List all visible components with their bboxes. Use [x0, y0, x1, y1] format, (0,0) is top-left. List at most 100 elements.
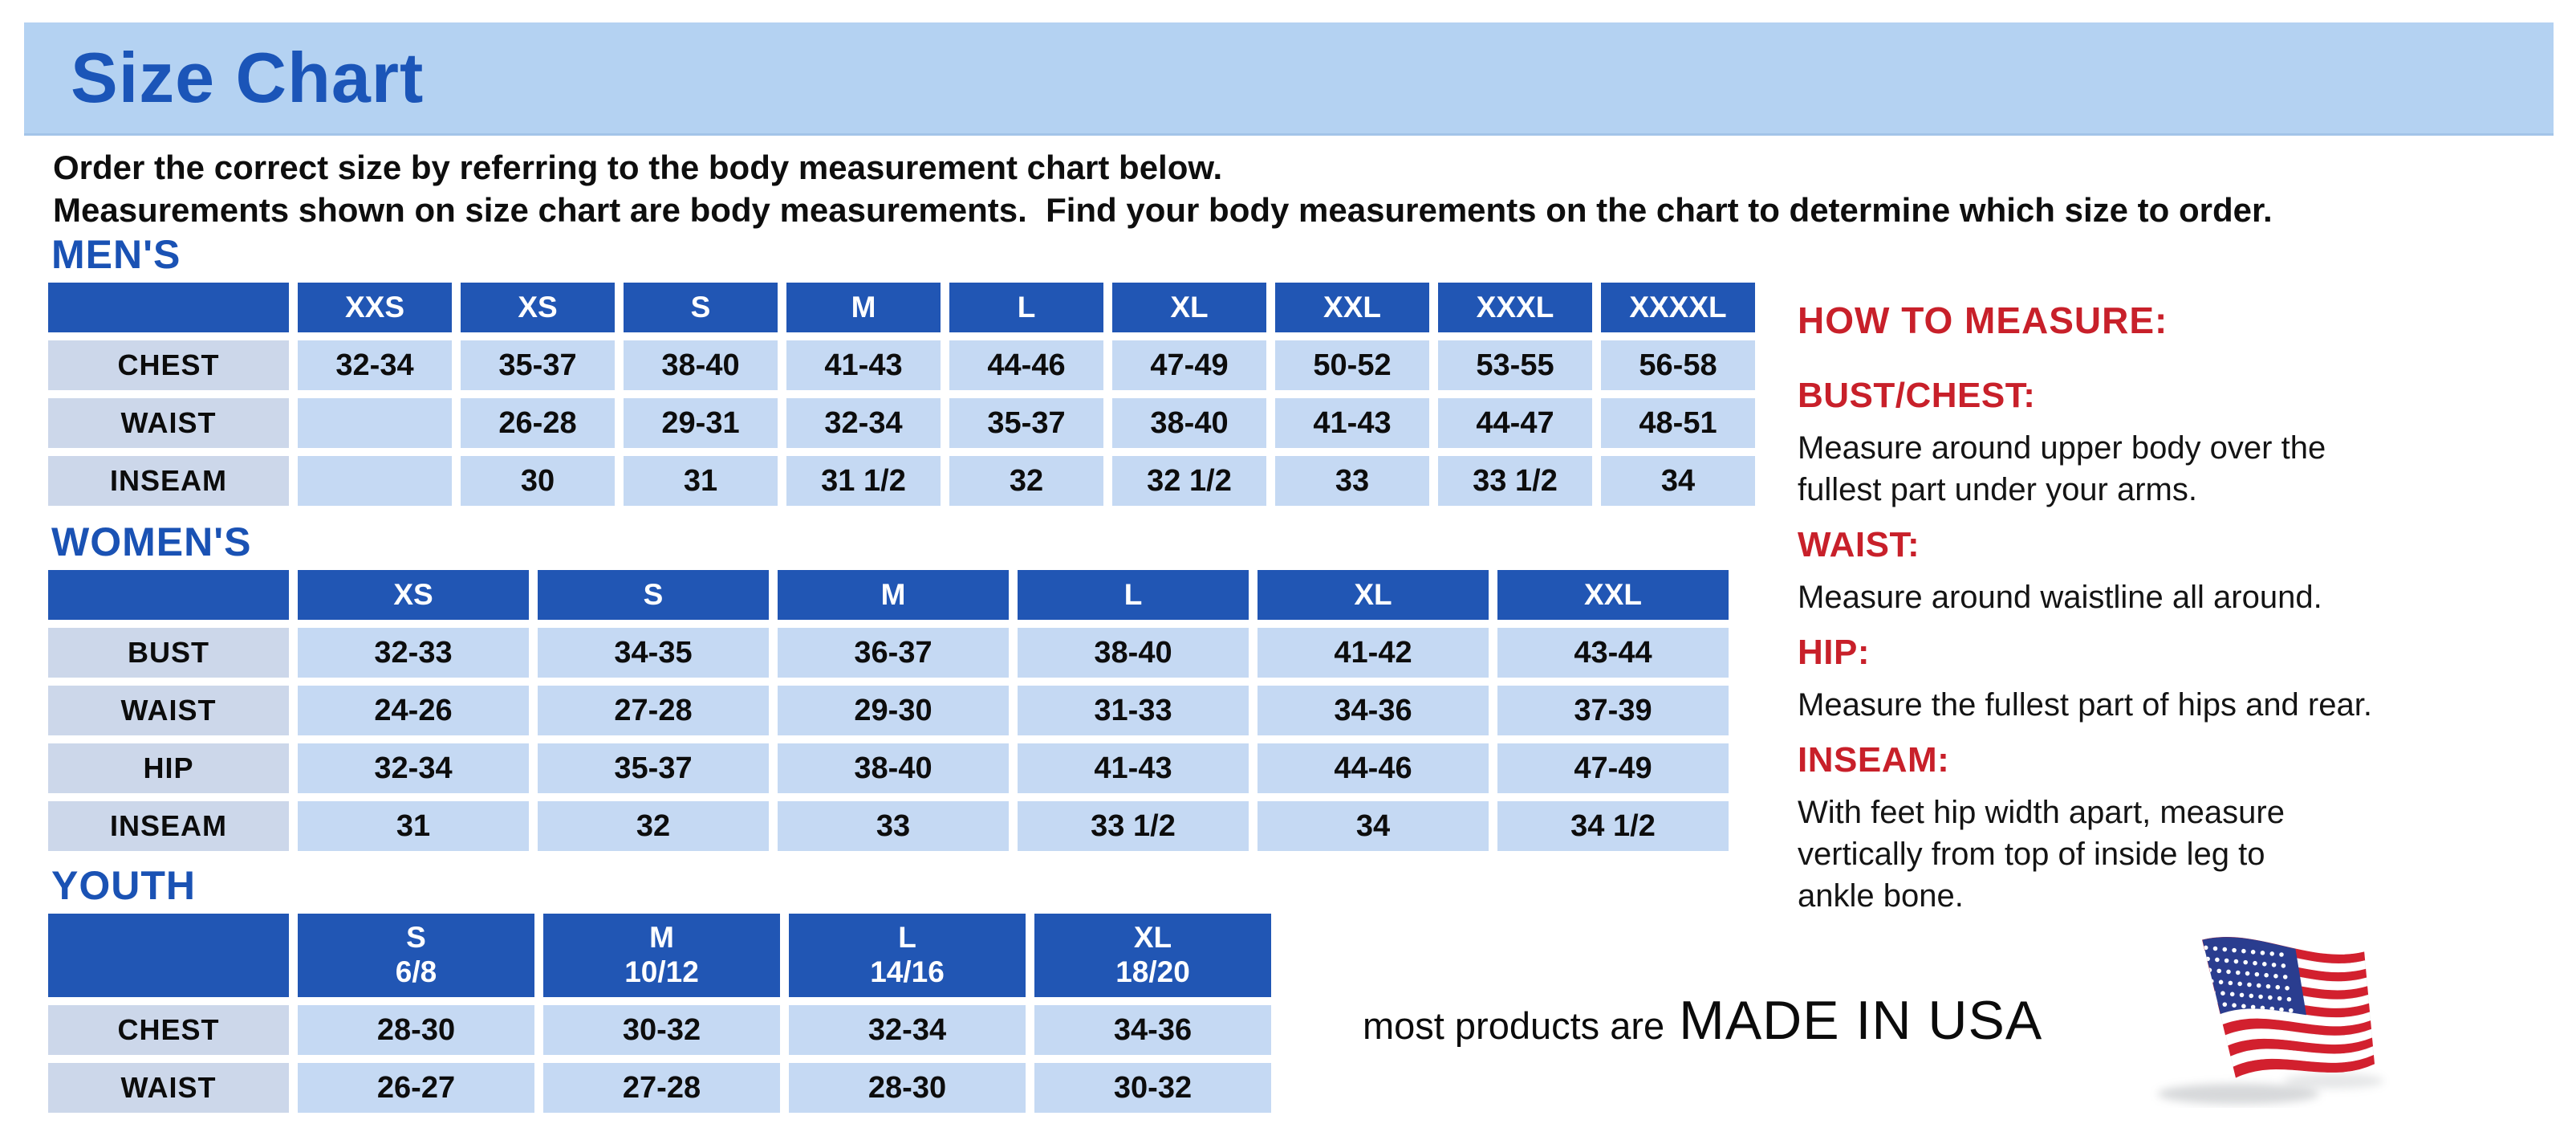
size-value-cell: 30-32 [1034, 1063, 1271, 1113]
size-column-header: L 14/16 [789, 914, 1026, 997]
youth-size-table: S 6/8 M 10/12 L 14/16 XL 18/20 CHEST 28-30 30-… [39, 906, 1280, 1121]
size-column-header: S [538, 570, 769, 620]
size-value-cell: 38-40 [1112, 398, 1266, 448]
size-value-cell: 27-28 [543, 1063, 780, 1113]
size-value-cell: 34 1/2 [1497, 801, 1729, 851]
size-value-cell: 38-40 [778, 743, 1009, 793]
made-in-usa-prefix: most products are [1363, 1004, 1665, 1047]
table-corner-cell [48, 283, 289, 332]
size-value-cell: 38-40 [1018, 628, 1249, 678]
measure-label-waist: WAIST: [1798, 525, 1920, 564]
size-value-cell: 35-37 [461, 340, 615, 390]
size-value-cell: 32 [949, 456, 1103, 506]
measurement-row-label: INSEAM [48, 456, 289, 506]
size-value-cell: 33 [778, 801, 1009, 851]
size-value-cell: 30 [461, 456, 615, 506]
size-value-cell [298, 456, 452, 506]
measure-label-hip: HIP: [1798, 633, 1870, 672]
measurement-row-label: BUST [48, 628, 289, 678]
size-value-cell: 24-26 [298, 686, 529, 735]
size-value-cell: 44-46 [949, 340, 1103, 390]
size-value-cell: 47-49 [1112, 340, 1266, 390]
table-corner-cell [48, 914, 289, 997]
measurement-row-label: WAIST [48, 398, 289, 448]
measure-text-hip: Measure the fullest part of hips and rea… [1798, 687, 2372, 723]
size-value-cell: 27-28 [538, 686, 769, 735]
page-title: Size Chart [71, 38, 425, 117]
title-banner: Size Chart [24, 22, 2554, 136]
how-to-measure-panel: HOW TO MEASURE: BUST/CHEST: Measure arou… [1798, 299, 2565, 931]
intro-line-2: Measurements shown on size chart are bod… [53, 191, 2273, 229]
size-value-cell: 32-34 [786, 398, 941, 448]
size-column-header: M [778, 570, 1009, 620]
size-value-cell: 43-44 [1497, 628, 1729, 678]
size-value-cell: 44-47 [1438, 398, 1592, 448]
size-value-cell: 35-37 [949, 398, 1103, 448]
size-value-cell: 50-52 [1275, 340, 1429, 390]
size-column-header: M 10/12 [543, 914, 780, 997]
how-to-measure-heading: HOW TO MEASURE: [1798, 299, 2168, 341]
size-column-header: XXXXL [1601, 283, 1755, 332]
size-value-cell: 32-34 [298, 340, 452, 390]
size-value-cell: 35-37 [538, 743, 769, 793]
womens-size-table: XS S M L XL XXL BUST 32-33 34-35 36-37 38-40 41-42 4… [39, 562, 1737, 859]
measure-label-bust-chest: BUST/CHEST: [1798, 376, 2036, 415]
size-value-cell: 28-30 [789, 1063, 1026, 1113]
made-in-usa-line: most products are MADE IN USA [1363, 989, 2042, 1052]
size-value-cell: 31 [298, 801, 529, 851]
size-value-cell: 36-37 [778, 628, 1009, 678]
size-column-header: XXXL [1438, 283, 1592, 332]
size-value-cell: 34 [1258, 801, 1489, 851]
size-value-cell: 32 [538, 801, 769, 851]
size-value-cell: 28-30 [298, 1005, 534, 1055]
size-tables-column: MEN'S XXS XS S M L XL XXL XXXL XXXXL CHEST 32-34 35… [48, 231, 1798, 1126]
youth-section-heading: YOUTH [51, 863, 196, 908]
intro-text: Order the correct size by referring to t… [53, 146, 2273, 231]
size-value-cell: 31 1/2 [786, 456, 941, 506]
size-value-cell: 26-27 [298, 1063, 534, 1113]
size-value-cell: 26-28 [461, 398, 615, 448]
made-in-usa-text: MADE IN USA [1679, 990, 2043, 1051]
mens-size-table: XXS XS S M L XL XXL XXXL XXXXL CHEST 32-34 35-37 38-… [39, 275, 1764, 514]
size-column-header: XS [461, 283, 615, 332]
size-value-cell: 38-40 [624, 340, 778, 390]
size-value-cell: 56-58 [1601, 340, 1755, 390]
size-value-cell: 31-33 [1018, 686, 1249, 735]
size-value-cell: 29-30 [778, 686, 1009, 735]
size-value-cell: 48-51 [1601, 398, 1755, 448]
size-column-header: S [624, 283, 778, 332]
measure-text-bust-chest: Measure around upper body over the fulle… [1798, 430, 2326, 507]
size-column-header: XS [298, 570, 529, 620]
size-value-cell: 44-46 [1258, 743, 1489, 793]
measurement-row-label: WAIST [48, 686, 289, 735]
us-flag-icon [2149, 922, 2390, 1108]
size-column-header: XL [1258, 570, 1489, 620]
womens-section-heading: WOMEN'S [51, 519, 252, 564]
size-value-cell: 33 1/2 [1438, 456, 1592, 506]
measurement-row-label: CHEST [48, 1005, 289, 1055]
size-value-cell: 29-31 [624, 398, 778, 448]
measure-text-inseam: With feet hip width apart, measure verti… [1798, 795, 2285, 914]
size-column-header: M [786, 283, 941, 332]
measure-label-inseam: INSEAM: [1798, 740, 1950, 780]
size-column-header: XL [1112, 283, 1266, 332]
size-value-cell: 37-39 [1497, 686, 1729, 735]
size-value-cell: 33 1/2 [1018, 801, 1249, 851]
measurement-row-label: CHEST [48, 340, 289, 390]
size-value-cell: 32 1/2 [1112, 456, 1266, 506]
size-value-cell: 31 [624, 456, 778, 506]
size-value-cell: 34-36 [1258, 686, 1489, 735]
size-column-header: XXL [1275, 283, 1429, 332]
size-value-cell: 41-42 [1258, 628, 1489, 678]
size-value-cell: 34 [1601, 456, 1755, 506]
size-column-header: XXS [298, 283, 452, 332]
size-value-cell: 32-34 [789, 1005, 1026, 1055]
size-column-header: S 6/8 [298, 914, 534, 997]
size-column-header: L [1018, 570, 1249, 620]
mens-section-heading: MEN'S [51, 232, 181, 277]
size-column-header: L [949, 283, 1103, 332]
measurement-row-label: WAIST [48, 1063, 289, 1113]
size-value-cell: 34-35 [538, 628, 769, 678]
intro-line-1: Order the correct size by referring to t… [53, 149, 1223, 186]
table-corner-cell [48, 570, 289, 620]
